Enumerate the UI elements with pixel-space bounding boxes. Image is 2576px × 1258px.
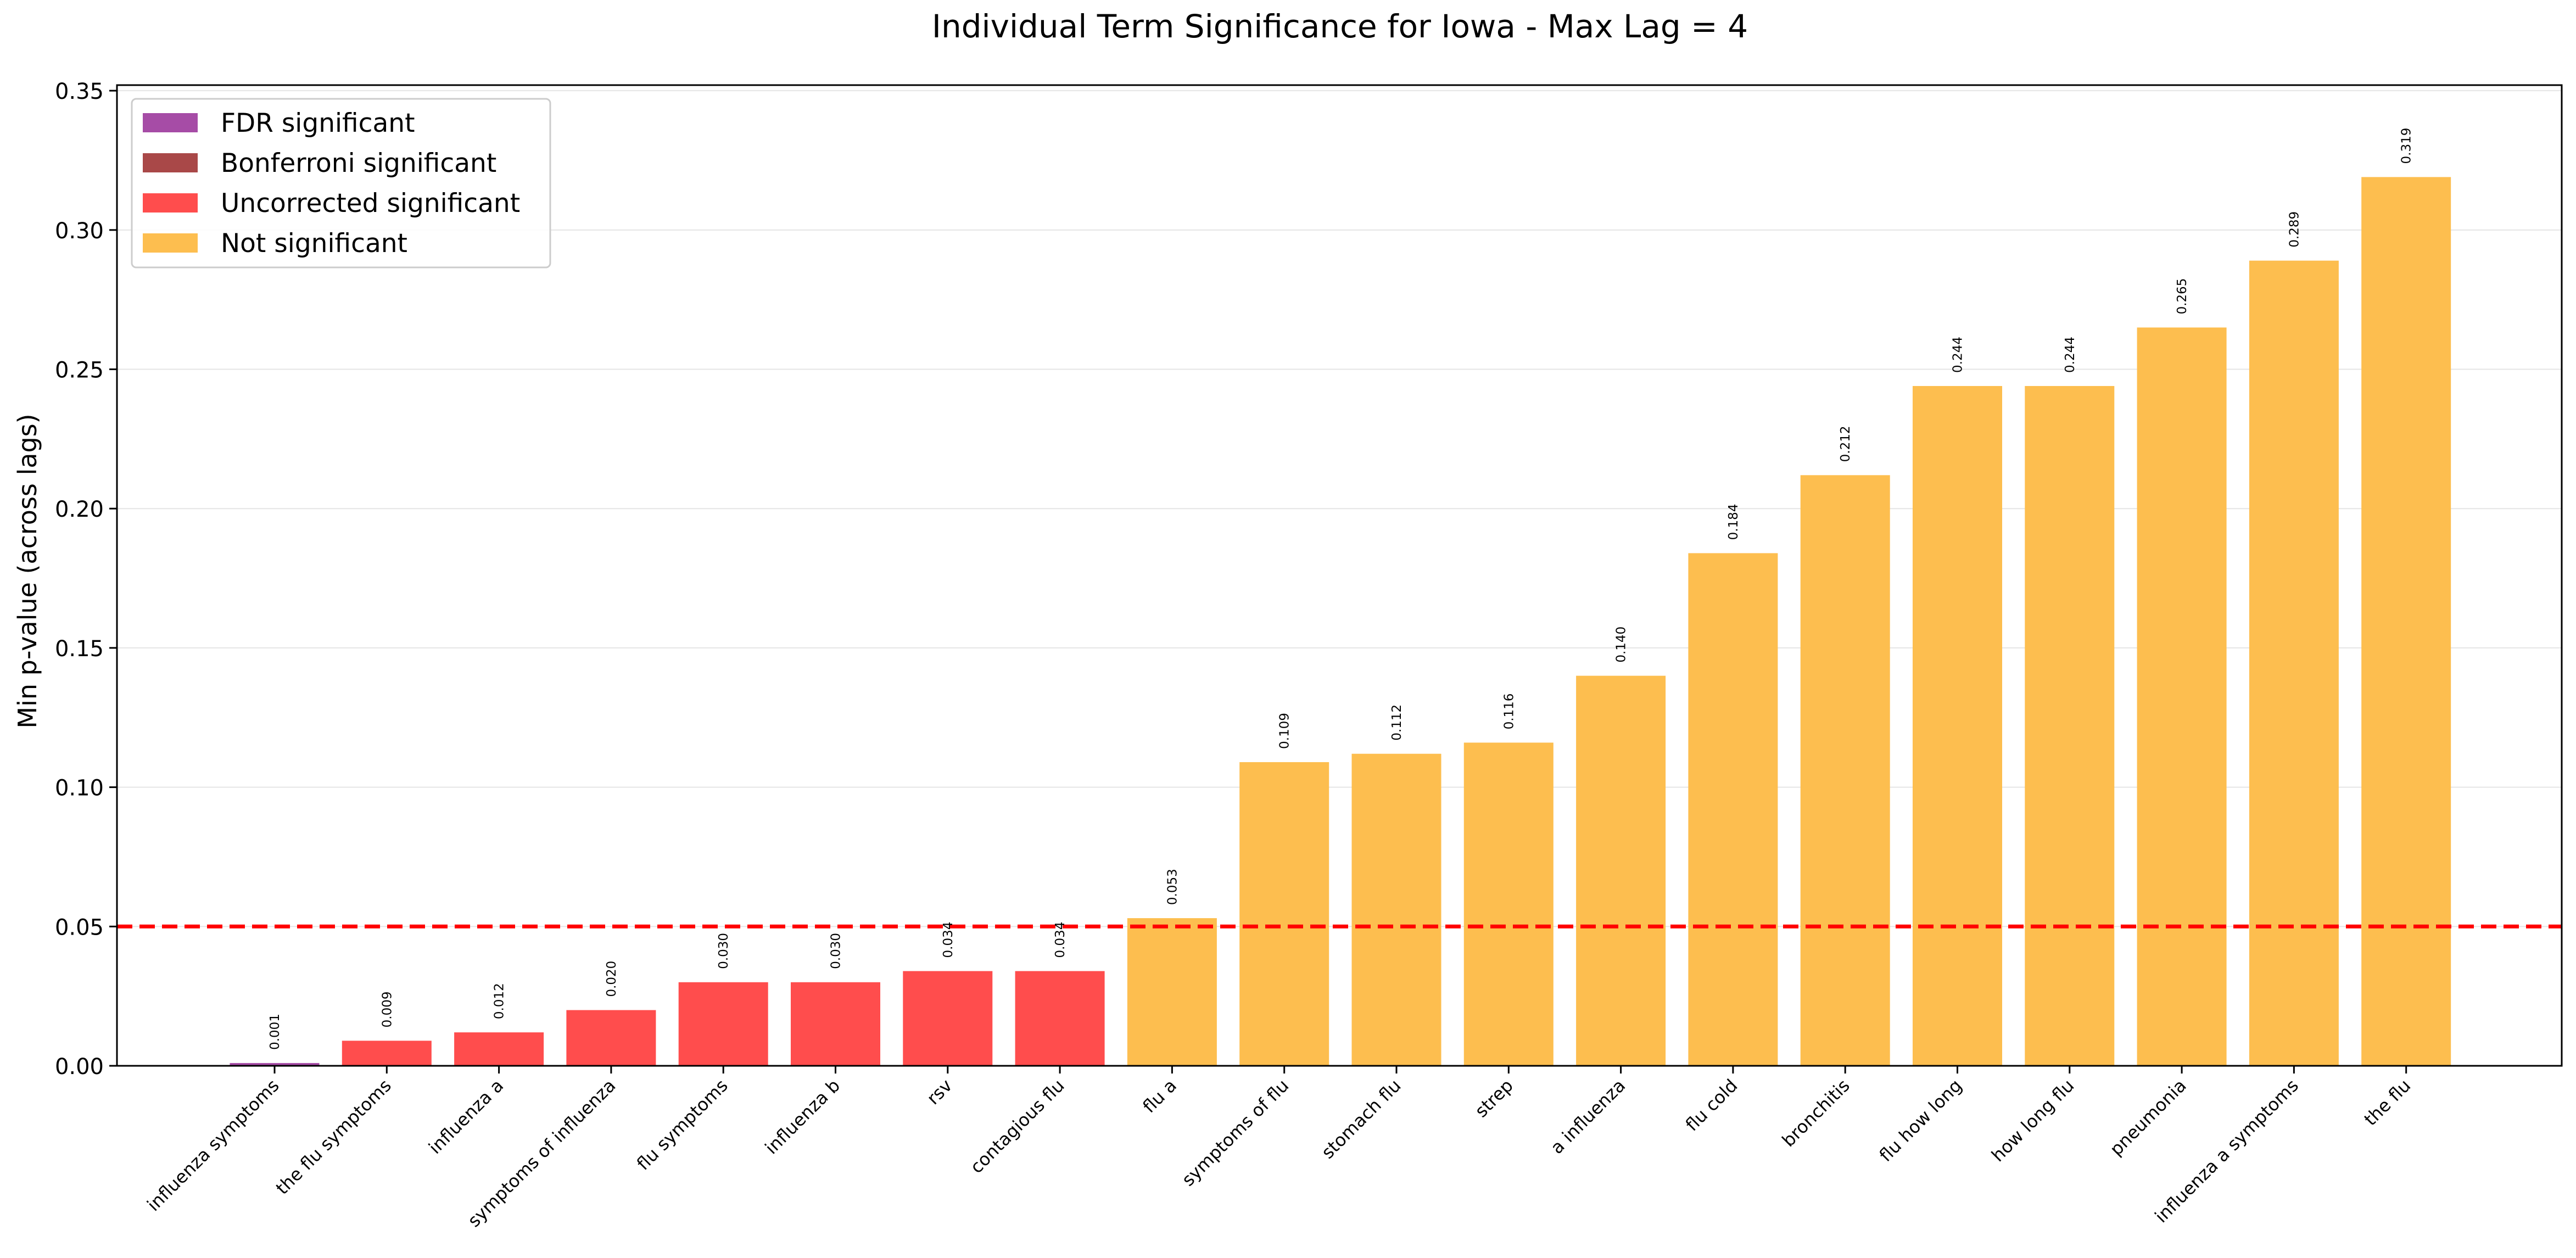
bar [230,1063,320,1066]
bar [2249,260,2339,1066]
x-tick-label: influenza b [761,1075,845,1159]
value-label: 0.289 [2287,211,2301,248]
bar [2137,327,2227,1066]
value-label: 0.319 [2400,128,2414,164]
legend-swatch [143,233,198,253]
x-tick-label: stomach flu [1317,1075,1405,1163]
x-tick-label: flu cold [1681,1075,1742,1136]
x-tick-label: influenza a [424,1075,507,1158]
y-tick-label: 0.30 [55,219,104,244]
value-label: 0.009 [380,991,394,1027]
x-tick-label: flu a [1139,1075,1181,1117]
x-tick-label: bronchitis [1778,1075,1854,1151]
value-label: 0.053 [1165,869,1180,905]
value-label: 0.112 [1390,705,1404,741]
legend-swatch [143,193,198,213]
y-tick-label: 0.35 [55,79,104,104]
value-label: 0.244 [1951,337,1965,373]
bar [1127,918,1217,1066]
value-label: 0.034 [1053,922,1068,958]
value-label: 0.116 [1502,694,1516,730]
bar [1351,753,1441,1066]
bar [791,982,880,1066]
y-axis: 0.00 0.05 0.10 0.15 0.20 0.25 0.30 0.35 [55,79,117,1080]
x-tick-label: contagious flu [966,1075,1069,1178]
x-tick-label: the flu symptoms [272,1075,395,1199]
bar [454,1032,544,1066]
bar [1015,971,1105,1066]
chart-title: Individual Term Significance for Iowa - … [932,8,1748,45]
y-tick-label: 0.15 [55,636,104,662]
bar [903,971,993,1066]
value-label: 0.244 [2063,337,2077,373]
bars [230,177,2451,1066]
bar [2361,177,2451,1066]
x-tick-label: flu symptoms [633,1075,732,1175]
bar [678,982,768,1066]
value-label: 0.184 [1726,504,1741,540]
bar [1688,553,1778,1066]
y-tick-label: 0.20 [55,497,104,522]
bar [1239,762,1329,1066]
value-label: 0.212 [1839,426,1853,462]
y-tick-label: 0.05 [55,915,104,940]
value-label: 0.030 [829,933,843,969]
value-label: 0.034 [941,922,955,958]
legend-box [131,98,551,269]
legend: FDR significant Bonferroni significant Unc… [131,98,551,269]
value-label: 0.140 [1614,627,1629,663]
x-tick-label: how long flu [1987,1075,2078,1166]
x-tick-label: symptoms of flu [1178,1075,1293,1190]
value-label: 0.020 [605,961,619,997]
value-label: 0.265 [2175,278,2189,315]
y-tick-label: 0.25 [55,358,104,383]
bar [1463,742,1554,1066]
bar [342,1041,432,1066]
y-tick-label: 0.10 [55,776,104,801]
bar [2025,385,2115,1066]
legend-label: Uncorrected significant [221,188,520,219]
y-axis-label: Min p-value (across lags) [13,413,42,728]
legend-swatch [143,113,198,132]
value-label: 0.030 [717,933,731,969]
bar [566,1010,656,1066]
y-tick-label: 0.00 [55,1054,104,1080]
legend-swatch [143,153,198,172]
x-tick-label: the flu [2360,1075,2415,1130]
bar [1913,385,2002,1066]
legend-label: Bonferroni significant [221,148,496,178]
legend-label: Not significant [221,228,407,259]
x-tick-label: influenza symptoms [143,1075,283,1215]
x-tick-label: rsv [923,1075,956,1109]
value-labels: 0.001 0.009 0.012 0.020 0.030 0.030 0.034 0.034… [268,128,2414,1050]
x-tick-label: flu how long [1875,1075,1966,1166]
bar [1800,475,1890,1066]
x-tick-label: pneumonia [2106,1075,2191,1160]
x-tick-label: strep [1471,1075,1517,1122]
value-label: 0.012 [493,983,507,1019]
plot-frame [116,84,2563,1067]
value-label: 0.001 [268,1014,282,1050]
x-tick-label: a influenza [1546,1075,1629,1158]
legend-label: FDR significant [221,108,415,138]
bar [1576,675,1666,1066]
value-label: 0.109 [1278,713,1292,749]
